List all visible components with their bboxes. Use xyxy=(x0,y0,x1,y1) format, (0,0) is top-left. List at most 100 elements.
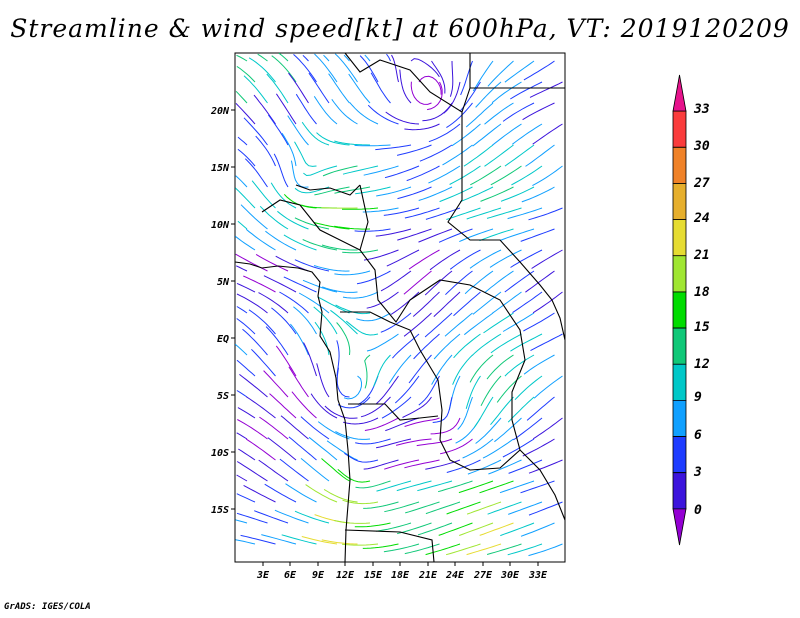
streamline xyxy=(529,81,563,98)
streamline xyxy=(235,175,248,188)
streamline xyxy=(512,291,543,314)
lat-label: EQ xyxy=(217,334,229,345)
streamline xyxy=(404,123,440,131)
streamline xyxy=(410,58,440,78)
streamline xyxy=(236,359,256,377)
streamline xyxy=(337,469,371,483)
streamline xyxy=(463,144,494,167)
streamline xyxy=(257,53,268,62)
streamline xyxy=(355,186,391,195)
streamline xyxy=(235,539,256,545)
streamline xyxy=(422,102,453,122)
streamline xyxy=(267,114,289,146)
colorbar-label: 30 xyxy=(693,139,710,154)
streamline xyxy=(253,94,276,125)
streamline xyxy=(288,366,309,398)
lat-label: 20N xyxy=(210,106,230,117)
streamline xyxy=(255,135,276,167)
streamline xyxy=(457,396,473,430)
streamline xyxy=(523,60,555,81)
streamline xyxy=(331,99,358,125)
streamline xyxy=(275,345,297,377)
streamline xyxy=(237,148,256,167)
streamline xyxy=(336,322,351,356)
lat-tick-labels: 20N 15N 10N 5N EQ 5S 10S 15S xyxy=(210,106,230,516)
streamline xyxy=(418,186,453,201)
streamline xyxy=(290,323,309,356)
streamline xyxy=(366,291,399,309)
streamline xyxy=(438,228,473,243)
colorbar-segment xyxy=(672,110,687,148)
streamline xyxy=(364,54,371,62)
streamline xyxy=(425,207,461,220)
streamline xyxy=(523,312,555,332)
streamline xyxy=(492,123,522,146)
streamline xyxy=(446,207,481,220)
grads-credit: GrADS: IGES/COLA xyxy=(4,602,91,612)
streamline xyxy=(261,534,297,545)
streamline xyxy=(466,501,502,515)
streamline xyxy=(317,421,350,440)
streamline xyxy=(317,296,350,314)
streamline xyxy=(337,396,371,409)
streamline xyxy=(236,493,256,503)
streamline xyxy=(504,60,535,83)
lat-label: 5N xyxy=(217,277,230,288)
streamline xyxy=(243,484,276,503)
streamline xyxy=(330,309,358,335)
streamline xyxy=(255,253,289,272)
streamline xyxy=(404,207,440,219)
colorbar-segment xyxy=(672,74,687,112)
lon-label: 33E xyxy=(528,570,548,581)
streamline xyxy=(375,375,399,405)
streamline xyxy=(343,54,350,62)
streamline xyxy=(298,292,330,314)
map-frame xyxy=(234,52,566,563)
streamline xyxy=(258,459,289,482)
streamline xyxy=(489,249,522,268)
streamline xyxy=(383,207,420,216)
streamline xyxy=(235,519,248,524)
streamline xyxy=(444,312,473,337)
streamline xyxy=(386,249,420,267)
streamline xyxy=(487,501,522,515)
streamline xyxy=(453,291,481,317)
streamline xyxy=(508,459,543,474)
streamline xyxy=(433,291,461,317)
streamline xyxy=(314,53,338,83)
streamline xyxy=(348,73,371,104)
streamline xyxy=(283,234,317,251)
streamline xyxy=(376,480,412,492)
streamline xyxy=(281,132,297,167)
streamline xyxy=(449,60,454,97)
streamline xyxy=(522,102,555,121)
lat-tick-marks xyxy=(231,109,235,510)
streamline xyxy=(251,180,276,209)
streamline xyxy=(342,249,379,254)
streamline xyxy=(463,312,494,336)
streamline xyxy=(533,375,563,399)
streamline xyxy=(520,480,555,494)
streamline xyxy=(293,54,317,83)
streamline xyxy=(404,417,440,427)
streamline xyxy=(326,440,358,461)
streamline xyxy=(237,136,248,146)
streamline xyxy=(316,363,330,398)
streamline xyxy=(510,249,543,268)
streamline xyxy=(466,543,502,556)
streamline xyxy=(491,81,522,104)
streamline xyxy=(486,207,522,219)
streamline xyxy=(336,367,350,398)
streamline xyxy=(275,93,297,125)
lat-label: 5S xyxy=(217,391,229,402)
streamline xyxy=(466,207,502,220)
streamline xyxy=(404,459,440,469)
streamline xyxy=(490,165,522,186)
streamline xyxy=(236,306,248,314)
streamline xyxy=(248,309,276,335)
streamline xyxy=(483,312,514,334)
streamline xyxy=(425,543,461,556)
streamline xyxy=(528,459,563,474)
streamline xyxy=(458,480,494,494)
streamline xyxy=(291,391,317,419)
